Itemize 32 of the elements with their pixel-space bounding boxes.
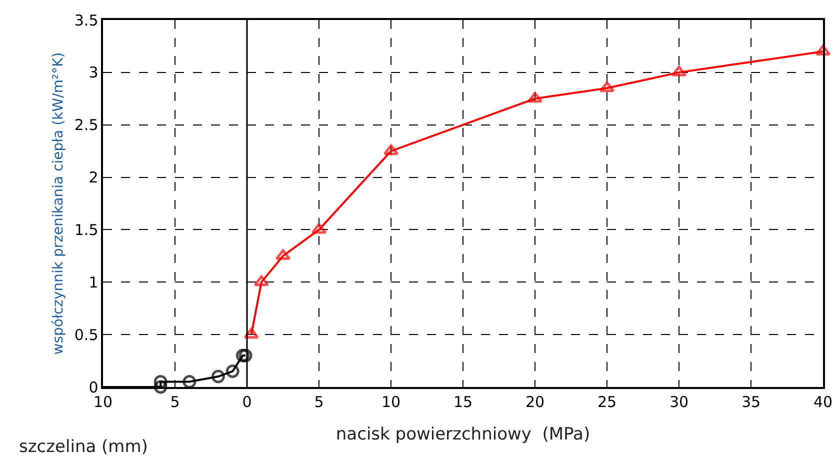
y-tick-label: 1 [88,273,98,292]
x-tick-label: 40 [813,392,833,411]
x-tick-label: 10 [381,392,401,411]
y-tick-label: 0.5 [74,326,98,344]
x-tick-label: 15 [453,392,473,411]
text: szczelina (mm) [19,437,148,457]
point [238,348,252,362]
x-tick-label: 5 [170,392,180,411]
x-axis-title: nacisk powierzchniowy (MPa) [336,424,590,445]
point [527,92,543,103]
y-tick-label: 3 [88,64,98,82]
x-tick-label: 25 [597,392,617,411]
point [154,375,168,389]
x-tick-label: 5 [314,392,324,411]
y-tick-label: 2 [88,168,98,187]
point [154,380,168,394]
y-axis-title: współczynnik przenikania ciepła (kW/m²°K) [50,52,66,355]
point [211,370,225,384]
point [599,81,615,92]
point [311,222,327,234]
point [236,348,250,362]
x-tick-label: 20 [525,392,545,411]
point [182,375,196,389]
y-tick-label: 3.5 [74,11,98,30]
point [383,144,399,156]
y-tick-label: 1.5 [74,220,98,239]
x-tick-label: 0 [242,392,252,411]
y-tick-label: 2.5 [74,116,98,134]
x-tick-label: 35 [741,392,761,411]
point [254,275,269,286]
x-tick-label: 30 [669,392,689,411]
point [226,364,240,378]
